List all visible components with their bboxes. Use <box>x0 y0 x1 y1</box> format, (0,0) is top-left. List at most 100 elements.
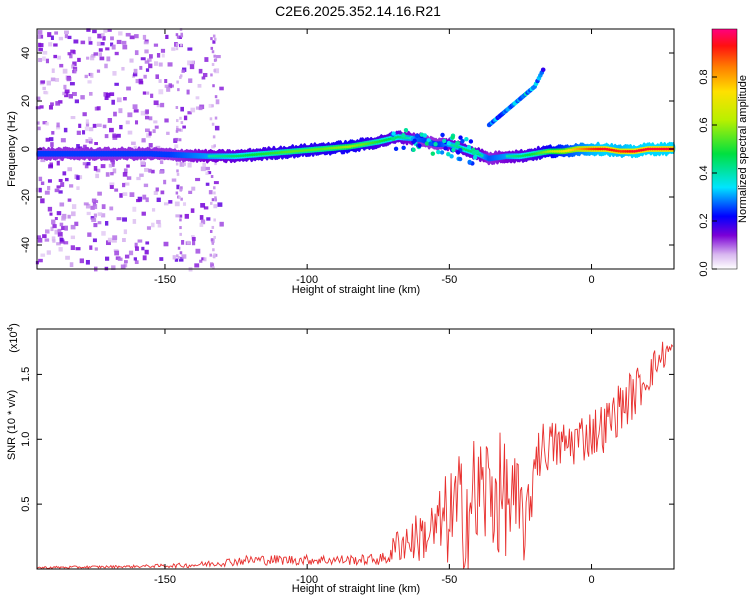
noise-speck <box>40 253 46 257</box>
noise-speck <box>156 197 161 203</box>
ridge-core <box>655 147 659 151</box>
ridge-core <box>546 150 550 153</box>
noise-speck <box>215 99 220 105</box>
noise-speck <box>40 157 46 163</box>
noise-speck <box>90 216 95 220</box>
ridge-core <box>255 153 259 156</box>
ridge-core <box>364 142 368 146</box>
ridge-core <box>344 145 347 149</box>
ridge-clutter <box>436 149 441 155</box>
noise-speck <box>101 204 106 210</box>
noise-streak <box>176 80 179 84</box>
noise-speck <box>154 61 159 66</box>
snr-y-multiplier-exp: 4 <box>6 326 15 331</box>
noise-speck <box>141 138 146 143</box>
noise-speck <box>191 240 196 246</box>
noise-speck <box>111 163 115 167</box>
noise-speck <box>49 137 54 142</box>
ridge-core <box>651 147 655 151</box>
noise-streak <box>214 253 218 257</box>
ridge-core <box>535 152 539 155</box>
noise-speck <box>212 40 216 44</box>
noise-speck <box>98 48 103 52</box>
spectrogram-x-tick-label: 0 <box>588 274 594 286</box>
noise-speck <box>76 186 80 190</box>
noise-speck <box>53 43 58 47</box>
ridge-core <box>225 154 229 158</box>
ridge-core <box>348 145 352 148</box>
noise-speck <box>83 202 89 206</box>
noise-streak <box>179 75 182 79</box>
noise-speck <box>144 167 149 172</box>
ridge-clutter <box>393 146 399 152</box>
noise-speck <box>178 35 182 40</box>
noise-streak <box>213 191 216 195</box>
noise-speck <box>47 32 52 38</box>
noise-speck <box>146 226 151 230</box>
noise-speck <box>211 145 215 149</box>
noise-streak <box>214 196 217 200</box>
noise-streak <box>178 138 182 142</box>
noise-speck <box>37 30 43 35</box>
noise-speck <box>136 176 141 181</box>
noise-speck <box>110 172 114 176</box>
colorbar-tick-label: 0.8 <box>698 69 710 84</box>
ridge-core <box>633 149 636 153</box>
noise-speck <box>48 105 53 110</box>
ridge-core <box>514 154 518 158</box>
noise-speck <box>140 57 146 61</box>
noise-speck <box>82 112 87 117</box>
noise-speck <box>94 200 99 204</box>
noise-streak <box>180 43 183 47</box>
ridge-core <box>323 147 327 151</box>
noise-speck <box>42 56 46 61</box>
noise-speck <box>134 246 139 251</box>
ridge-core <box>664 147 668 151</box>
ridge-core <box>539 151 543 155</box>
ridge-core <box>653 147 657 151</box>
ridge-core <box>362 142 366 146</box>
noise-speck <box>199 222 204 227</box>
noise-speck <box>104 63 108 69</box>
noise-speck <box>116 217 122 221</box>
ridge-core <box>551 150 554 153</box>
noise-speck <box>92 29 97 34</box>
noise-speck <box>139 65 143 70</box>
ridge-core <box>305 148 309 152</box>
spectrogram-x-tick-label: -150 <box>154 274 176 286</box>
noise-streak <box>209 117 213 121</box>
snr-panel: -150 -100 -50 0 0.5 1.0 1.5 Height of straigh… <box>6 323 675 595</box>
snr-x-tick-label: -100 <box>296 574 318 586</box>
snr-frame <box>36 328 675 570</box>
spectrogram-y-tick-label: -20 <box>20 189 32 205</box>
noise-speck <box>63 84 67 90</box>
ridge-core <box>289 150 293 153</box>
ridge-core <box>555 150 559 153</box>
noise-speck <box>145 68 150 72</box>
snr-y-tick-label: 1.5 <box>20 367 32 382</box>
noise-speck <box>127 112 133 118</box>
ridge-clutter <box>412 138 417 143</box>
snr-y-title: SNR (10 * v/v) <box>6 390 18 460</box>
noise-speck <box>60 182 65 187</box>
noise-speck <box>69 184 74 188</box>
spectrogram-y-tick-label: 20 <box>20 95 32 107</box>
noise-speck <box>45 122 49 126</box>
noise-streak <box>213 37 217 41</box>
noise-speck <box>75 247 81 251</box>
noise-speck <box>127 130 133 135</box>
ridge-clutter <box>472 155 478 160</box>
ridge-clutter <box>464 136 469 142</box>
ridge-core <box>583 147 586 151</box>
colorbar: 0.0 0.2 0.4 0.6 0.8 Normalized spectral ampl… <box>698 28 749 277</box>
snr-y-multiplier-close: ) <box>8 323 20 327</box>
noise-speck <box>108 163 112 168</box>
noise-speck <box>61 215 66 221</box>
noise-speck <box>124 182 130 186</box>
noise-speck <box>40 198 45 204</box>
noise-speck <box>168 200 173 204</box>
noise-speck <box>186 89 190 95</box>
noise-speck <box>87 80 92 84</box>
ridge-clutter <box>391 131 396 136</box>
